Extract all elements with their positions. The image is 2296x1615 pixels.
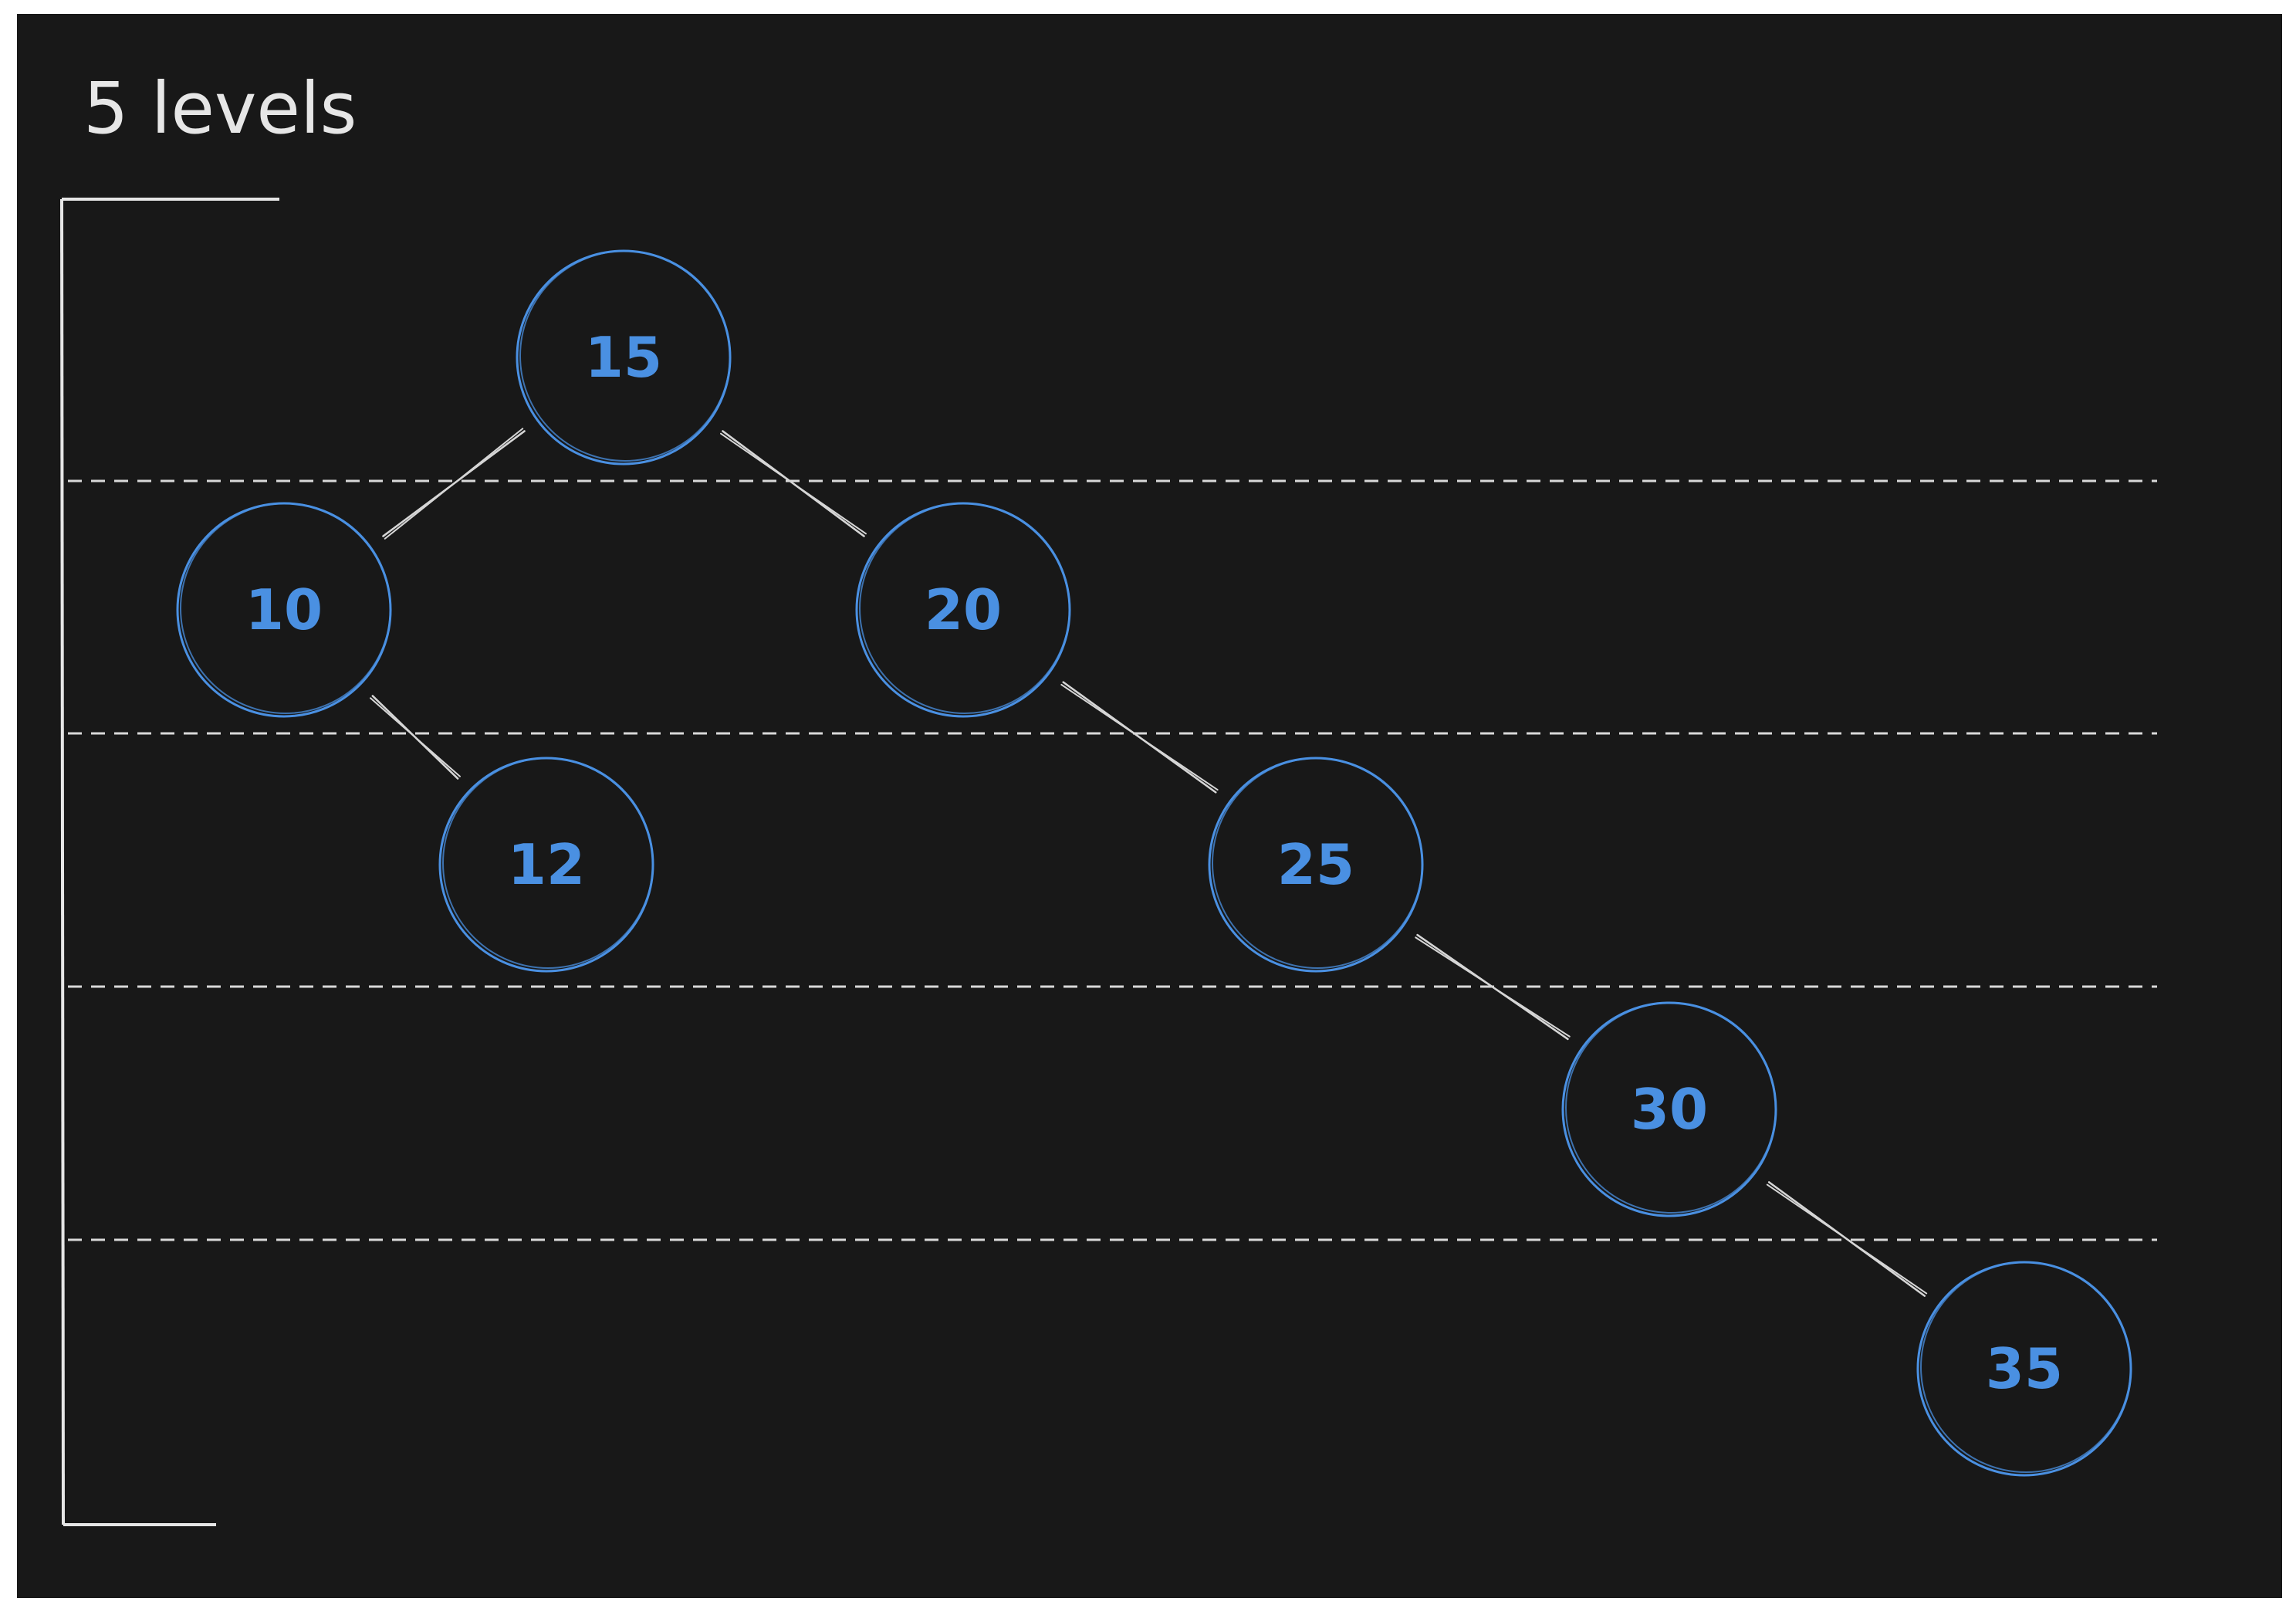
node-circle-sketch	[1565, 1002, 1777, 1214]
tree-node-20: 20	[855, 502, 1071, 718]
tree-node-15: 15	[516, 249, 732, 466]
edge-n15-n10-sketch	[384, 428, 524, 540]
node-label: 20	[925, 577, 1002, 642]
node-circle-sketch	[180, 503, 391, 714]
tree-node-30: 30	[1561, 1001, 1777, 1217]
edge-n20-n25-sketch	[1060, 683, 1219, 791]
node-label: 25	[1277, 832, 1354, 897]
canvas-background	[17, 14, 2282, 1598]
node-label: 12	[508, 832, 585, 897]
tree-edges	[370, 428, 1928, 1297]
bracket-left	[60, 198, 65, 1525]
node-circle-sketch	[1212, 757, 1423, 969]
node-circle-sketch	[442, 757, 654, 969]
tree-node-35: 35	[1916, 1261, 2132, 1477]
node-label: 10	[245, 577, 323, 642]
edge-n25-n30-sketch	[1415, 936, 1571, 1038]
levels-title: 5 levels	[83, 67, 357, 150]
level-dividers	[68, 479, 2157, 1241]
node-circle-sketch	[859, 503, 1070, 714]
edge-n10-n12-sketch	[370, 697, 461, 777]
tree-node-10: 10	[176, 502, 392, 718]
tree-node-25: 25	[1208, 757, 1424, 973]
node-label: 35	[1986, 1336, 2063, 1401]
height-bracket	[60, 198, 279, 1526]
node-circle-sketch	[519, 250, 731, 462]
tree-nodes: 15 10 20 12 25 30 35	[176, 249, 2132, 1477]
node-circle-sketch	[1920, 1261, 2132, 1473]
edge-n15-n20-sketch	[720, 432, 867, 535]
edge-n30-n35-sketch	[1766, 1183, 1928, 1295]
node-label: 30	[1631, 1077, 1708, 1142]
node-label: 15	[585, 325, 662, 390]
tree-node-12: 12	[438, 757, 654, 973]
